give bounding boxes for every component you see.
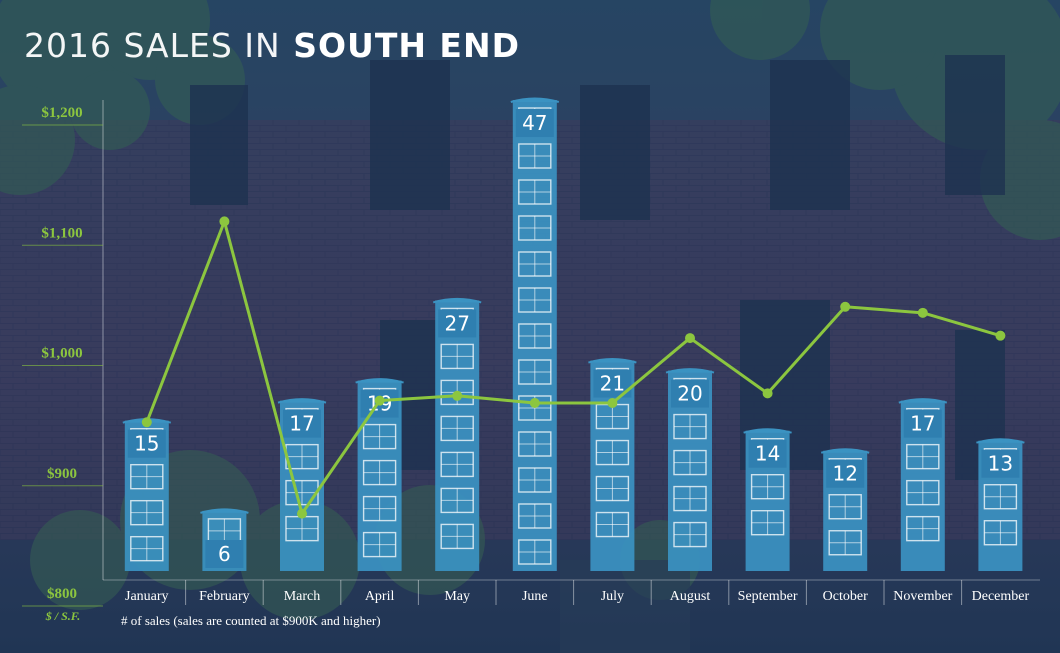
price-point-may: [452, 390, 463, 401]
bar-cap: [898, 398, 948, 404]
bar-february: 6: [200, 508, 249, 571]
price-point-july: [607, 398, 618, 409]
bar-cap: [355, 378, 404, 384]
bar-value-label: 17: [289, 412, 314, 436]
bar-cap: [976, 438, 1025, 444]
price-point-february: [219, 216, 230, 227]
price-point-november: [917, 307, 928, 318]
bar-june: 47: [510, 97, 560, 571]
price-point-august: [685, 333, 695, 344]
y-tick-label: $800: [47, 586, 77, 602]
title-bold: SOUTH END: [293, 26, 520, 65]
x-tick-label: December: [972, 589, 1030, 604]
bar-value-label: 12: [832, 462, 857, 486]
bar-december: 13: [976, 438, 1025, 571]
bar-january: 15: [122, 418, 172, 571]
bar-label-box: [903, 409, 942, 438]
bar-value-label: 27: [444, 311, 469, 335]
bar-cap: [432, 297, 482, 304]
x-axis-note: # of sales (sales are counted at $900K a…: [121, 613, 381, 628]
x-tick-label: October: [823, 589, 868, 604]
page-title: 2016 SALES IN SOUTH END: [24, 26, 520, 65]
bar-march: 17: [277, 398, 327, 571]
x-tick-label: June: [522, 589, 548, 604]
price-point-june: [529, 398, 540, 409]
bar-august: 20: [665, 368, 715, 571]
bar-value-label: 13: [988, 452, 1013, 476]
bars: 15 6 17 19 27 47 21 20 14 12 17 13: [122, 97, 1025, 571]
bar-value-label: 15: [134, 432, 159, 456]
y-unit-label: $ / S.F.: [45, 609, 80, 623]
x-tick-label: September: [738, 589, 798, 604]
y-tick-label: $1,000: [41, 346, 82, 362]
price-line: [141, 216, 1006, 519]
title-light: 2016 SALES IN: [24, 26, 281, 65]
bar-label-box: [438, 309, 477, 338]
x-tick-label: February: [199, 589, 250, 604]
price-line-path: [145, 219, 1001, 516]
bar-september: 14: [743, 428, 792, 571]
bar-cap: [510, 97, 560, 103]
bar-value-label: 6: [218, 542, 231, 566]
x-tick-label: November: [893, 589, 952, 604]
price-point-march: [297, 508, 307, 519]
bar-label-box: [748, 439, 787, 468]
y-tick-label: $1,100: [41, 225, 82, 241]
bar-label-box: [671, 379, 709, 408]
bar-value-label: 17: [910, 412, 935, 436]
x-tick-label: July: [601, 589, 624, 604]
price-point-october: [840, 301, 851, 312]
x-tick-label: May: [444, 589, 470, 604]
bar-cap: [820, 448, 870, 454]
price-point-december: [995, 330, 1006, 341]
bar-cap: [665, 368, 715, 374]
bar-value-label: 20: [677, 382, 702, 406]
y-tick-label: $1,200: [41, 105, 82, 121]
bar-october: 12: [820, 448, 870, 571]
bar-label-box: [515, 109, 554, 137]
x-axis-labels: January February March April May June July Augu…: [103, 579, 1040, 605]
x-tick-label: March: [284, 589, 321, 604]
bar-cap: [277, 398, 327, 404]
bar-value-label: 21: [600, 372, 625, 396]
x-tick-label: April: [365, 589, 395, 604]
bar-cap: [588, 358, 637, 364]
bar-cap: [743, 428, 792, 434]
x-tick-label: August: [670, 589, 711, 604]
bar-november: 17: [898, 398, 948, 571]
bar-value-label: 47: [522, 111, 547, 135]
bar-label-box: [981, 449, 1020, 478]
price-point-april: [374, 395, 385, 406]
x-tick-label: January: [125, 589, 169, 604]
bar-label-box: [205, 540, 244, 568]
bar-label-box: [826, 459, 865, 488]
y-tick-label: $900: [47, 466, 77, 482]
bar-label-box: [283, 409, 321, 438]
bar-april: 19: [355, 378, 404, 571]
bar-value-label: 14: [755, 442, 780, 466]
price-point-january: [141, 417, 152, 428]
bar-cap: [200, 508, 249, 514]
front-steps: [560, 560, 690, 653]
price-point-september: [762, 388, 773, 399]
bar-july: 21: [588, 358, 637, 571]
y-axis: $800 $900 $1,000 $1,100 $1,200: [22, 105, 103, 607]
bar-label-box: [127, 429, 166, 458]
bar-may: 27: [432, 297, 482, 571]
